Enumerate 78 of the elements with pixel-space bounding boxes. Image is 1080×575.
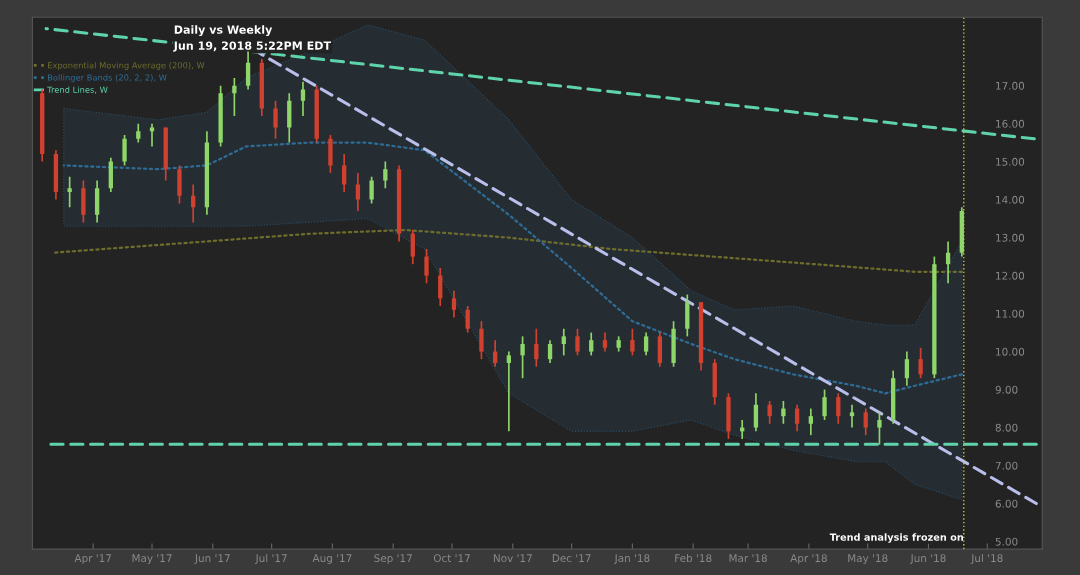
- candlestick: [589, 331, 594, 357]
- candlestick: [945, 240, 951, 285]
- legend-label: Exponential Moving Average (200), W: [47, 61, 205, 71]
- candlestick: [808, 407, 813, 436]
- x-tick-label: Apr '17: [74, 554, 112, 565]
- candlestick: [506, 350, 512, 433]
- candlestick: [492, 339, 498, 368]
- y-tick-label: 9.00: [995, 385, 1018, 394]
- candlestick: [877, 411, 882, 446]
- y-tick-label: 12.00: [996, 271, 1025, 280]
- candlestick: [300, 80, 306, 117]
- x-tick-label: Oct '17: [433, 554, 470, 563]
- x-tick-label: Feb '18: [675, 553, 712, 563]
- candlestick: [602, 331, 608, 353]
- y-tick-label: 5.00: [995, 537, 1018, 546]
- x-tick-label: Jun '18: [910, 554, 946, 564]
- candlestick: [822, 388, 827, 421]
- x-tick-label: Jun '17: [194, 554, 230, 564]
- x-tick-label: May '18: [848, 554, 888, 565]
- y-tick-label: 6.00: [995, 499, 1018, 508]
- candlestick: [67, 175, 72, 209]
- y-tick-label: 17.00: [996, 81, 1025, 90]
- candlestick: [561, 327, 566, 357]
- candlestick: [781, 400, 786, 425]
- candlestick: [369, 175, 374, 205]
- y-tick-label: 16.00: [996, 119, 1025, 128]
- y-tick-label: 15.00: [996, 157, 1025, 166]
- candlestick: [849, 403, 855, 429]
- candlestick: [355, 172, 361, 212]
- candlestick: [753, 392, 759, 433]
- candlestick: [767, 400, 772, 425]
- y-tick-label: 8.00: [995, 423, 1018, 432]
- candlestick: [136, 122, 141, 144]
- candlestick: [451, 289, 457, 319]
- candlestick: [904, 350, 910, 387]
- text: Jun 19, 2018 5:22PM EDT: [173, 41, 331, 52]
- y-tick-label: 11.00: [996, 309, 1025, 318]
- x-tick-label: May '17: [132, 554, 172, 565]
- x-tick-label: Aug '17: [312, 554, 352, 565]
- candlestick: [465, 305, 470, 334]
- legend-label: Bollinger Bands (20, 2, 2), W: [47, 74, 167, 83]
- candlestick: [918, 346, 923, 380]
- candlestick: [547, 339, 553, 364]
- x-tick-label: Dec '17: [552, 554, 591, 563]
- candlestick: [232, 77, 237, 117]
- x-tick-label: Apr '18: [790, 554, 827, 565]
- y-tick-label: 7.00: [995, 461, 1018, 470]
- candlestick: [836, 392, 841, 425]
- candlestick: [479, 320, 484, 361]
- candlestick: [424, 248, 429, 285]
- y-tick-label: 10.00: [996, 347, 1025, 356]
- x-tick-label: Jul '18: [970, 553, 1003, 564]
- x-tick-label: Mar '18: [729, 554, 767, 563]
- candlestick: [410, 229, 415, 266]
- candlestick: [643, 331, 649, 357]
- candlestick: [383, 160, 388, 190]
- candlestick: [149, 122, 155, 148]
- candlestick: [342, 153, 347, 193]
- candlestick: [191, 183, 196, 224]
- x-tick-label: Jan '18: [614, 554, 650, 564]
- text: Daily vs Weekly: [174, 25, 273, 37]
- candlestick: [273, 99, 278, 140]
- candlestick: [575, 327, 580, 357]
- candlestick: [245, 50, 251, 91]
- candlestick: [630, 327, 635, 357]
- candlestick: [122, 134, 127, 167]
- x-tick-label: Jul '17: [255, 553, 287, 564]
- candlestick: [863, 407, 868, 436]
- candlestick: [438, 267, 443, 307]
- candlestick: [794, 403, 800, 433]
- candlestick: [520, 335, 525, 380]
- x-tick-label: Nov '17: [493, 554, 532, 563]
- y-tick-label: 13.00: [996, 233, 1025, 242]
- legend-label: Trend Lines, W: [47, 86, 108, 94]
- ref-line-label: Trend analysis frozen on: [829, 533, 964, 543]
- y-tick-label: 14.00: [996, 195, 1025, 204]
- x-tick-label: Sep '17: [374, 554, 412, 565]
- candlestick: [534, 327, 539, 368]
